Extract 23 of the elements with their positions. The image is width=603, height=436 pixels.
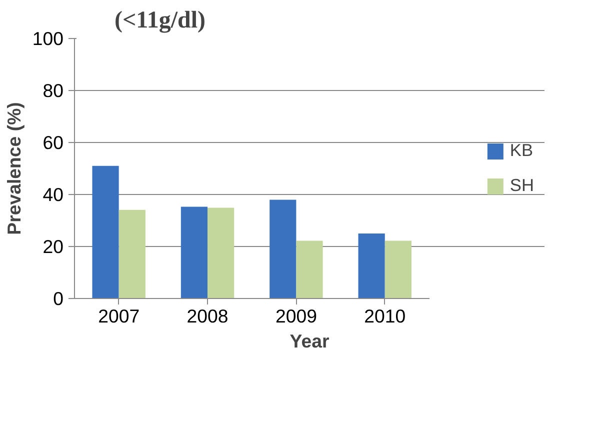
chart-title: (<11g/dl) — [114, 8, 206, 34]
bar — [270, 200, 296, 298]
y-tick-label: 60 — [42, 132, 64, 153]
y-tick-label: 100 — [32, 28, 64, 49]
bar — [208, 208, 234, 298]
x-tick-label: 2010 — [364, 306, 406, 326]
bar — [92, 166, 119, 298]
y-tick-label: 40 — [42, 184, 64, 205]
bar — [384, 240, 412, 298]
x-tick-label: 2009 — [275, 306, 317, 326]
legend-label: SH — [510, 175, 534, 196]
y-tick-label: 80 — [42, 80, 64, 101]
y-tick-label: 0 — [53, 288, 64, 309]
y-axis-title: Prevalence (%) — [3, 102, 24, 235]
y-tick-label: 20 — [42, 236, 64, 257]
bar — [118, 210, 146, 298]
x-axis-title: Year — [290, 330, 330, 352]
x-tick-label: 2007 — [98, 306, 140, 326]
x-tick-label: 2008 — [186, 306, 228, 326]
bar — [296, 240, 323, 298]
legend-label: KB — [510, 140, 534, 161]
bar — [180, 206, 208, 298]
bar — [358, 234, 385, 298]
